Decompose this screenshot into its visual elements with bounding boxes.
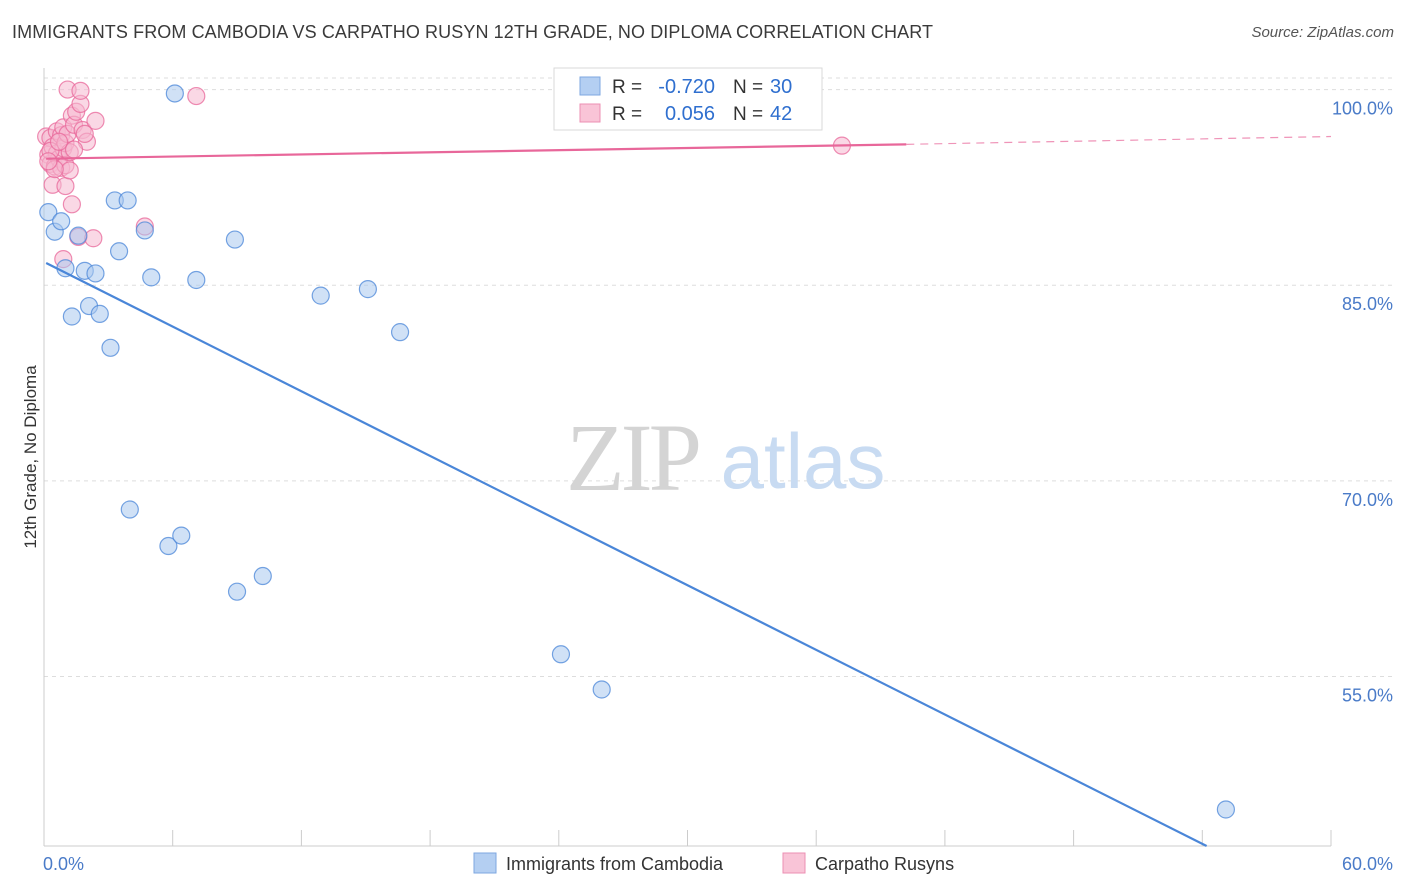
legend-r-value-1: -0.720 [658,76,715,98]
data-point [311,286,330,305]
data-point [86,264,105,283]
data-point [551,645,571,664]
bottom-legend-swatch-pink [782,852,806,874]
data-point [159,536,178,556]
data-point [64,140,84,159]
data-point [227,582,247,601]
data-point [120,500,139,519]
data-point [165,84,184,103]
x-tick-max: 60.0% [1342,854,1393,874]
data-point [118,191,137,210]
legend-r-label-1: R = [612,77,642,98]
axes [43,68,1332,847]
legend-n-label-2: N = [733,104,763,125]
bottom-legend-label-blue: Immigrants from Cambodia [506,854,724,874]
data-point [69,226,88,245]
data-point [75,124,94,144]
data-point [62,195,81,214]
watermark: ZIP atlas [566,404,885,511]
bottom-legend-label-pink: Carpatho Rusyns [815,854,954,874]
data-point [592,680,611,699]
data-point [39,203,58,222]
data-point [135,221,154,240]
trend-line [45,262,1208,847]
watermark-zip: ZIP [566,404,699,511]
y-tick-label: 55.0% [1342,685,1393,705]
bottom-legend-swatch-blue [473,852,497,874]
y-tick-label: 70.0% [1342,490,1393,510]
data-point [390,323,410,342]
legend-n-label-1: N = [733,77,763,98]
y-tick-labels: 100.0% 85.0% 70.0% 55.0% [1332,99,1393,706]
data-point [142,268,161,287]
data-point [187,86,206,106]
legend: R = -0.720 N = 30 R = 0.056 N = 42 [553,67,823,131]
data-point [90,304,109,323]
data-point [71,81,90,100]
data-point [60,161,79,180]
bottom-legend: Immigrants from Cambodia Carpatho Rusyns [473,852,954,874]
data-point [56,176,75,196]
data-point [62,307,81,326]
data-point [52,212,71,231]
legend-r-value-2: 0.056 [665,103,715,125]
data-point [49,132,69,151]
data-point [1216,800,1235,819]
trend-line-extension [906,135,1332,145]
chart-title: IMMIGRANTS FROM CAMBODIA VS CARPATHO RUS… [12,22,934,42]
series-immigrants-from-cambodia [39,84,1235,847]
data-point [39,152,58,171]
data-point [187,270,206,290]
data-point [101,338,120,357]
data-point [86,111,105,130]
data-point [172,526,191,545]
legend-r-label-2: R = [612,104,642,125]
data-point [225,230,245,249]
legend-swatch-pink [579,103,601,123]
data-point [84,229,103,248]
legend-n-value-1: 30 [770,76,792,98]
data-point [109,242,129,261]
legend-n-value-2: 42 [770,103,792,125]
y-tick-label: 85.0% [1342,294,1393,314]
data-point [358,280,377,299]
gridlines [44,77,1392,677]
y-axis-label: 12th Grade, No Diploma [21,365,40,549]
watermark-atlas: atlas [721,417,886,505]
trend-line [46,143,907,160]
y-tick-label: 100.0% [1332,99,1393,119]
source-credit: Source: ZipAtlas.com [1251,24,1394,41]
data-point [56,259,75,278]
legend-swatch-blue [579,76,601,96]
x-tick-min: 0.0% [43,854,84,874]
x-tick-labels: 0.0% 60.0% [43,854,1393,874]
data-point [253,566,272,586]
